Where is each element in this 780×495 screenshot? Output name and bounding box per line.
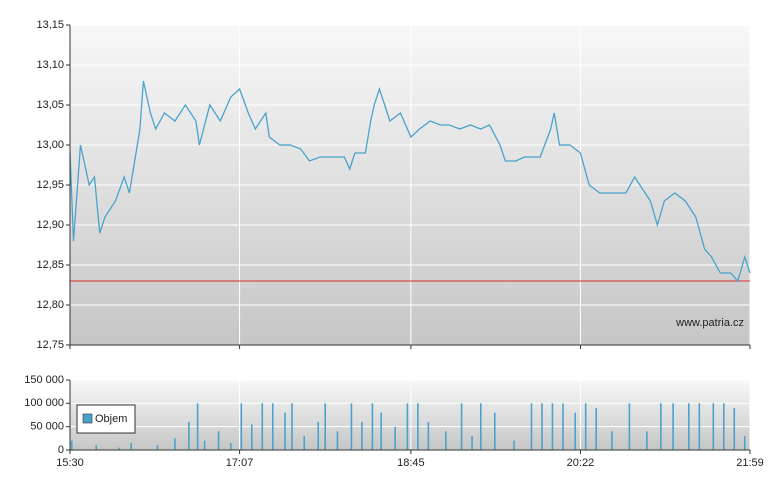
- volume-panel: [70, 380, 750, 450]
- x-tick-label: 21:59: [736, 457, 764, 469]
- y-tick-label: 13,00: [36, 139, 64, 151]
- y-tick-label: 12,95: [36, 179, 64, 191]
- y-tick-label: 150 000: [24, 374, 64, 386]
- y-tick-label: 12,80: [36, 299, 64, 311]
- volume-bar: [513, 440, 515, 450]
- volume-bar: [70, 440, 73, 450]
- volume-bar: [350, 403, 353, 450]
- volume-bar: [530, 403, 533, 450]
- y-tick-label: 0: [58, 444, 64, 456]
- volume-bar: [541, 403, 543, 450]
- x-tick-label: 17:07: [226, 457, 254, 469]
- volume-bar: [118, 447, 120, 450]
- x-tick-label: 20:22: [567, 457, 595, 469]
- volume-bar: [380, 412, 382, 450]
- volume-bar: [698, 403, 701, 450]
- y-tick-label: 13,05: [36, 99, 64, 111]
- volume-bar: [479, 403, 482, 450]
- volume-bar: [574, 412, 576, 450]
- volume-bar: [688, 403, 690, 450]
- legend-swatch: [82, 413, 93, 424]
- volume-bar: [303, 436, 306, 450]
- volume-bar: [733, 408, 736, 450]
- volume-bar: [317, 422, 320, 450]
- volume-bar: [595, 408, 597, 450]
- volume-bar: [660, 403, 662, 450]
- y-tick-label: 12,75: [36, 339, 64, 351]
- volume-bar: [130, 443, 132, 450]
- volume-bar: [336, 431, 339, 450]
- volume-bar: [493, 412, 496, 450]
- volume-bar: [271, 403, 274, 450]
- legend-label: Objem: [95, 413, 127, 425]
- volume-bar: [291, 403, 293, 450]
- volume-bar: [261, 403, 264, 450]
- volume-bar: [417, 403, 419, 450]
- y-tick-label: 12,90: [36, 219, 64, 231]
- volume-bar: [240, 403, 243, 450]
- volume-bar: [188, 422, 190, 450]
- volume-bar: [427, 422, 430, 450]
- volume-bar: [371, 403, 374, 450]
- volume-bar: [471, 436, 473, 450]
- volume-bar: [95, 445, 98, 450]
- y-tick-label: 50 000: [30, 421, 64, 433]
- volume-bar: [628, 403, 631, 450]
- price-line: [69, 80, 751, 283]
- volume-bar: [156, 445, 159, 450]
- volume-bar: [672, 403, 674, 450]
- volume-bar: [361, 422, 363, 450]
- x-tick-label: 15:30: [56, 457, 84, 469]
- volume-bar: [712, 403, 715, 450]
- volume-bar: [611, 431, 613, 450]
- volume-bar: [406, 403, 409, 450]
- y-tick-label: 12,85: [36, 259, 64, 271]
- y-tick-label: 13,10: [36, 59, 64, 71]
- volume-bar: [217, 431, 220, 450]
- volume-bar: [743, 436, 746, 450]
- volume-bar: [646, 431, 648, 450]
- watermark: www.patria.cz: [675, 317, 744, 329]
- volume-bar: [203, 440, 206, 450]
- volume-bar: [460, 403, 463, 450]
- x-tick-label: 18:45: [397, 457, 425, 469]
- volume-bar: [562, 403, 564, 450]
- volume-bar: [445, 431, 447, 450]
- volume-bar: [551, 403, 554, 450]
- volume-bar: [284, 412, 286, 450]
- volume-bar: [324, 403, 327, 450]
- volume-bar: [230, 443, 232, 450]
- volume-bar: [196, 403, 199, 450]
- y-tick-label: 100 000: [24, 397, 64, 409]
- volume-bar: [174, 438, 176, 450]
- volume-bar: [722, 403, 725, 450]
- volume-bar: [584, 403, 587, 450]
- volume-bar: [250, 424, 253, 450]
- volume-bar: [394, 426, 396, 450]
- y-tick-label: 13,15: [36, 19, 64, 31]
